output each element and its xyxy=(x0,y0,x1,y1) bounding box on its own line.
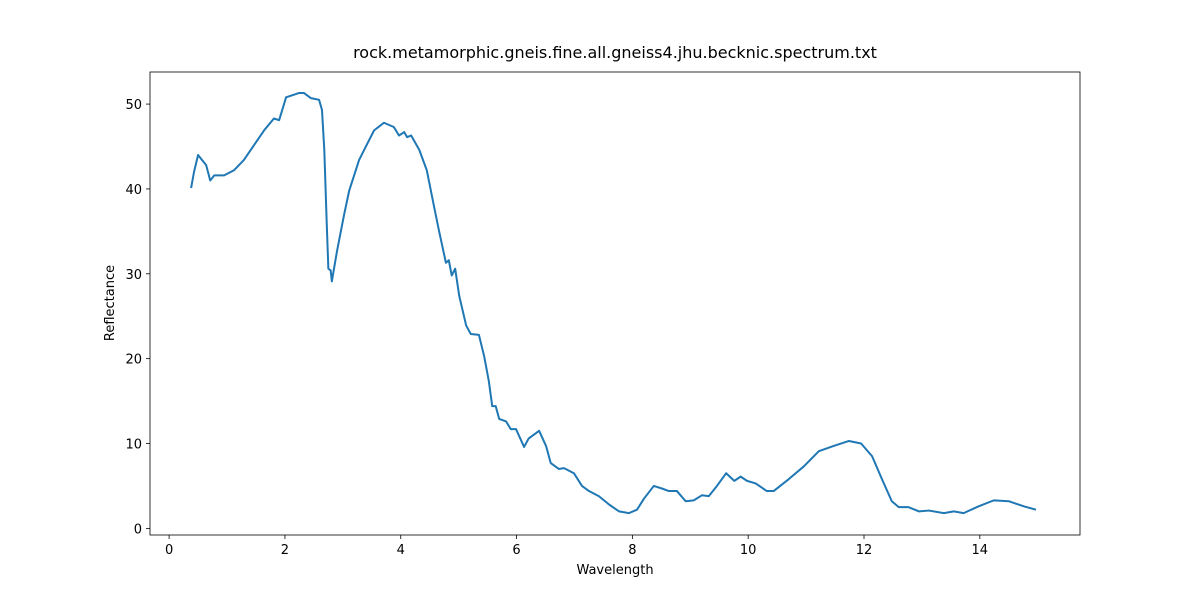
x-tick-label: 6 xyxy=(512,543,520,558)
chart-title: rock.metamorphic.gneis.fine.all.gneiss4.… xyxy=(353,43,877,62)
x-tick-label: 10 xyxy=(740,543,757,558)
y-tick-label: 40 xyxy=(125,183,142,198)
y-tick-label: 10 xyxy=(125,438,142,453)
y-axis-label: Reflectance xyxy=(103,265,118,341)
plot-frame xyxy=(149,71,1081,536)
y-tick-label: 20 xyxy=(125,353,142,368)
y-tick-label: 50 xyxy=(125,98,142,113)
x-axis-label: Wavelength xyxy=(576,563,653,578)
x-tick-label: 0 xyxy=(165,543,173,558)
x-tick-label: 2 xyxy=(281,543,289,558)
y-tick-label: 0 xyxy=(134,522,142,537)
y-tick-label: 30 xyxy=(125,268,142,283)
data-line xyxy=(190,92,1037,515)
x-tick-label: 12 xyxy=(856,543,873,558)
x-tick-label: 4 xyxy=(397,543,405,558)
x-tick-label: 14 xyxy=(972,543,989,558)
x-tick-label: 8 xyxy=(628,543,636,558)
